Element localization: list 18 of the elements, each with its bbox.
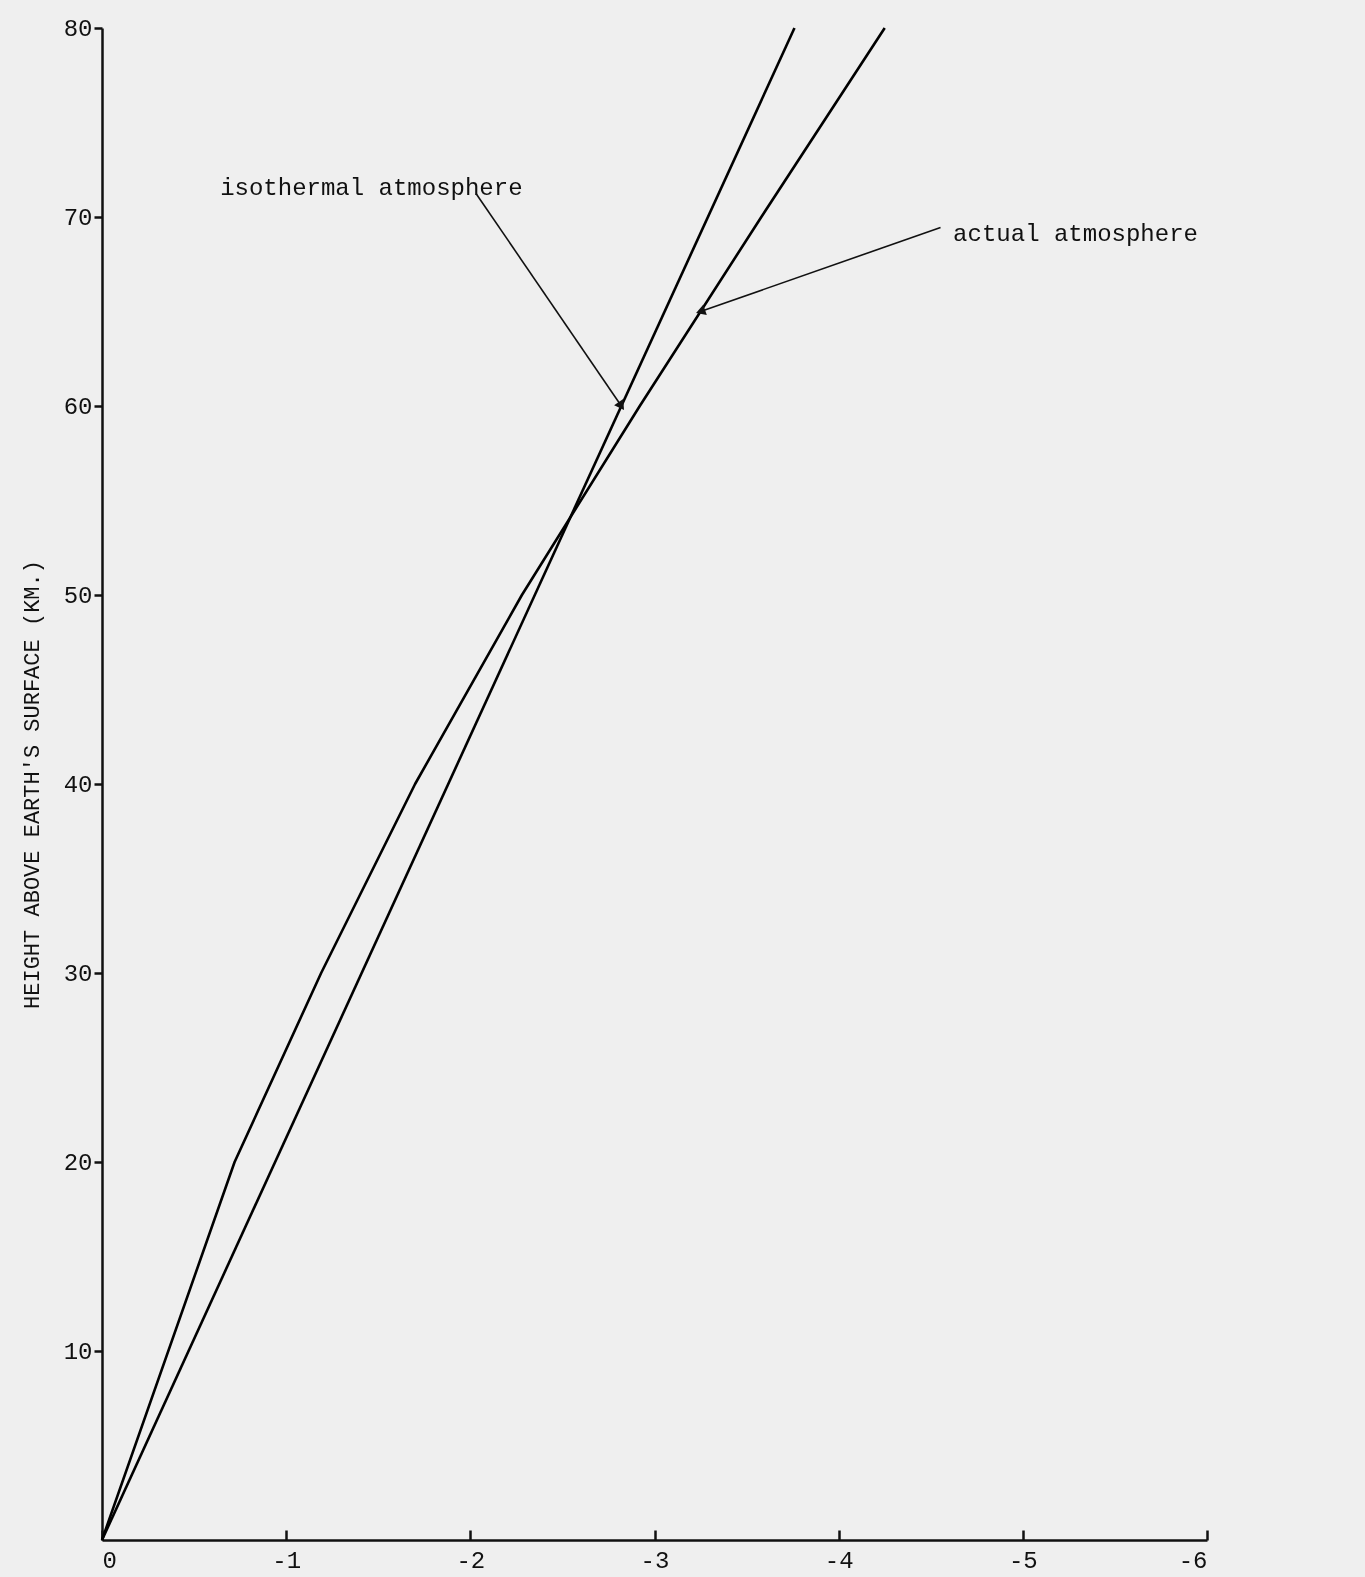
- x-tick-label: -2: [456, 1547, 486, 1575]
- y-tick-label: 10: [63, 1338, 93, 1366]
- y-tick-label: 80: [63, 15, 93, 43]
- x-tick-label: -5: [1008, 1547, 1038, 1575]
- x-tick-label: 0: [102, 1547, 117, 1575]
- annotation: isothermal atmosphere: [220, 175, 523, 202]
- y-tick-label: 50: [63, 582, 93, 610]
- annotation: actual atmosphere: [953, 220, 1198, 248]
- x-tick-label: -1: [272, 1547, 302, 1575]
- x-tick-label: -6: [1178, 1547, 1208, 1575]
- y-axis-title: HEIGHT ABOVE EARTH'S SURFACE (KM.): [20, 560, 46, 1009]
- y-tick-label: 20: [63, 1149, 93, 1177]
- y-tick-label: 40: [63, 771, 93, 799]
- y-tick-label: 70: [63, 204, 93, 232]
- x-tick-label: -4: [824, 1547, 854, 1575]
- x-tick-label: -3: [640, 1547, 670, 1575]
- y-tick-label: 30: [63, 960, 93, 988]
- y-tick-label: 60: [63, 393, 93, 421]
